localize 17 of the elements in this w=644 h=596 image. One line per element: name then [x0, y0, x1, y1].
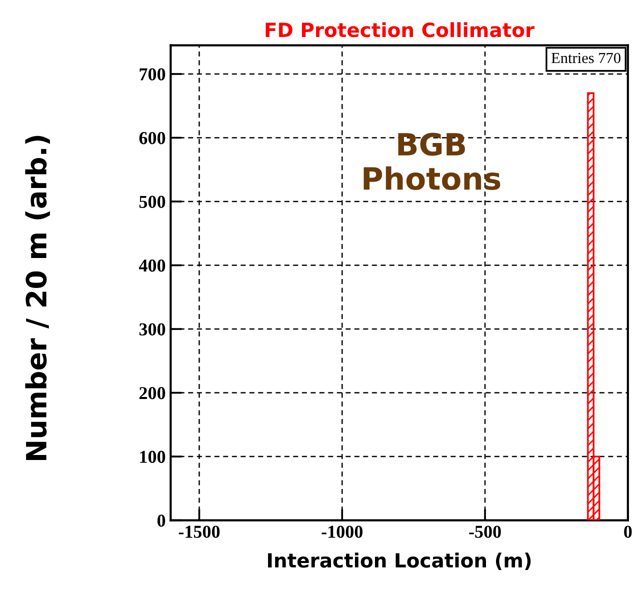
x-tick-label: -500 [469, 526, 501, 538]
x-tick-label: -1000 [322, 526, 362, 538]
x-axis-title: Interaction Location (m) [268, 552, 531, 570]
x-tick-label: -1500 [178, 526, 220, 538]
x-tick-label: 0 [624, 526, 632, 538]
y-tick-label: 100 [140, 450, 166, 463]
y-tick-label: 400 [138, 260, 166, 272]
y-tick-label: 0 [157, 514, 166, 527]
y-tick-label: 200 [139, 387, 166, 400]
y-tick-label: 300 [139, 323, 166, 336]
annotation: BGB Photons [364, 132, 500, 190]
y-tick-label: 700 [140, 68, 166, 80]
y-tick-label: 500 [139, 196, 166, 208]
y-tick-label: 600 [139, 132, 166, 144]
y-axis-title: Number / 20 m (arb.) [25, 136, 50, 460]
chart-title: FD Protection Collimator [266, 22, 535, 38]
annotation: Entries 770 [551, 52, 620, 64]
